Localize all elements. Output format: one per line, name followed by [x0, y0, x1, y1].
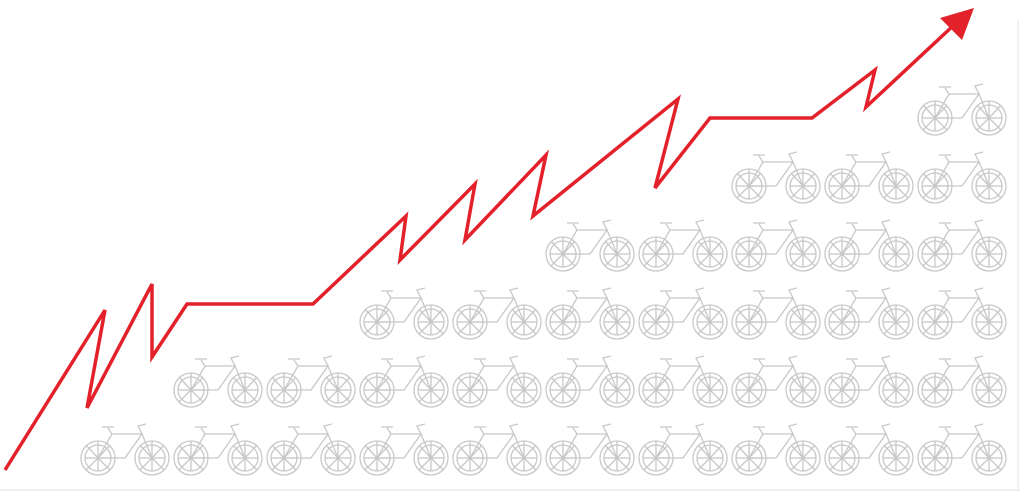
bike-icon: [266, 355, 356, 408]
bike-column: [359, 287, 449, 476]
bike-column: [266, 355, 356, 476]
bike-column: [545, 219, 635, 476]
bike-icon: [731, 151, 821, 204]
bike-icon: [545, 355, 635, 408]
arrow-head: [940, 8, 974, 40]
trend-arrow: [3, 22, 957, 471]
bike-icon: [452, 423, 542, 476]
bike-icon: [638, 355, 728, 408]
bike-icon: [545, 423, 635, 476]
pictogram: [80, 83, 1007, 476]
bike-icon: [824, 355, 914, 408]
bike-icon: [731, 287, 821, 340]
bike-icon: [452, 355, 542, 408]
bike-column: [638, 219, 728, 476]
bike-icon: [173, 423, 263, 476]
bike-column: [824, 151, 914, 476]
bike-icon: [545, 287, 635, 340]
bike-icon: [917, 219, 1007, 272]
bike-icon: [638, 219, 728, 272]
bike-icon: [731, 219, 821, 272]
bike-icon: [917, 355, 1007, 408]
bike-icon: [824, 219, 914, 272]
bike-icon: [824, 423, 914, 476]
bike-icon: [731, 423, 821, 476]
bike-icon: [638, 423, 728, 476]
bike-icon: [917, 83, 1007, 136]
bike-column: [80, 423, 170, 476]
bike-column: [452, 287, 542, 476]
bike-column: [173, 355, 263, 476]
bike-icon: [80, 423, 170, 476]
bike-icon: [359, 355, 449, 408]
bike-icon: [638, 287, 728, 340]
bike-icon: [545, 219, 635, 272]
bike-icon: [731, 355, 821, 408]
bike-icon: [917, 287, 1007, 340]
bike-icon: [452, 287, 542, 340]
bike-icon: [173, 355, 263, 408]
bike-icon: [359, 287, 449, 340]
bike-icon: [824, 287, 914, 340]
bike-icon: [824, 151, 914, 204]
bike-icon: [359, 423, 449, 476]
bike-icon: [917, 423, 1007, 476]
bike-icon: [917, 151, 1007, 204]
bike-column: [917, 83, 1007, 476]
bike-column: [731, 151, 821, 476]
bike-icon: [266, 423, 356, 476]
